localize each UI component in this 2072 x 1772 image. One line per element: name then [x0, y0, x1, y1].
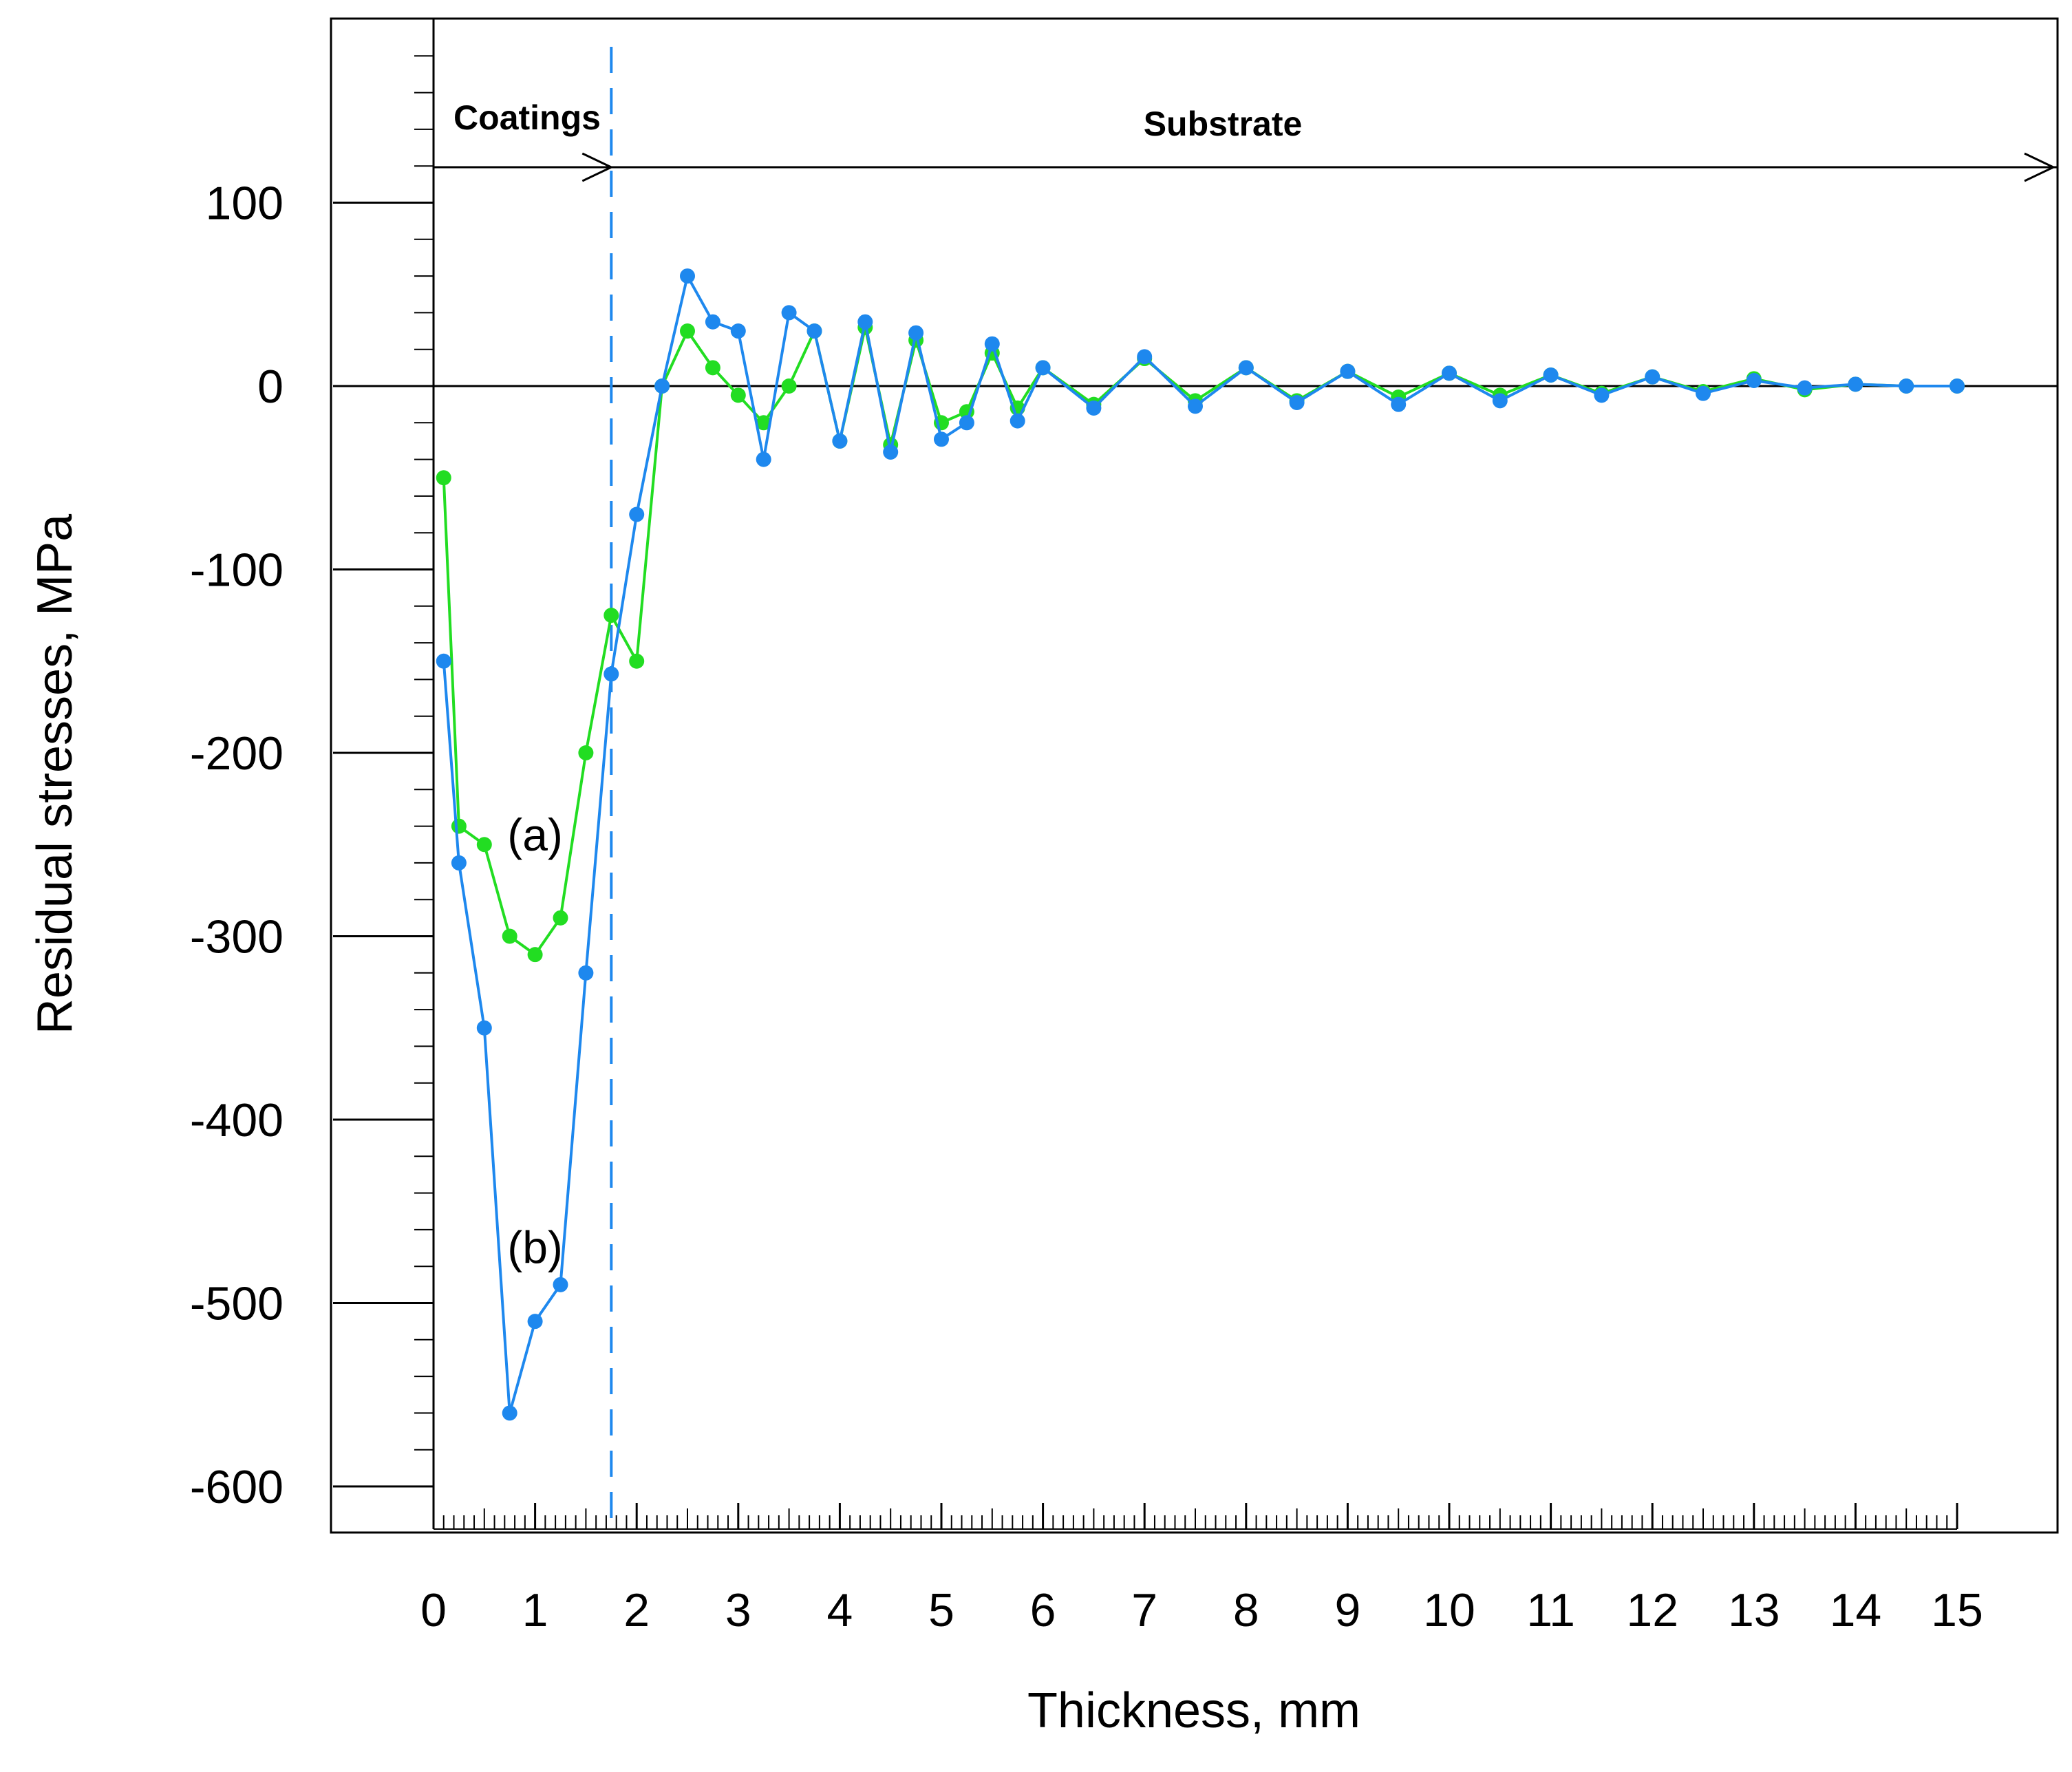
data-point-b	[1010, 413, 1025, 429]
y-axis-title: Residual stresses, MPa	[28, 513, 83, 1034]
data-point-b	[1645, 369, 1660, 385]
x-tick-label: 4	[826, 1584, 853, 1636]
data-point-b	[781, 305, 797, 321]
x-tick-label: 6	[1030, 1584, 1056, 1636]
data-point-b	[654, 378, 670, 394]
y-tick-label: -300	[190, 911, 284, 963]
data-point-b	[629, 506, 645, 522]
y-tick-label: -600	[190, 1461, 284, 1513]
x-tick-label: 13	[1728, 1584, 1780, 1636]
data-point-a	[553, 910, 568, 926]
data-point-b	[436, 653, 451, 669]
data-point-b	[1289, 394, 1305, 410]
data-point-b	[451, 855, 467, 871]
data-point-b	[1442, 365, 1457, 381]
x-minor-ticks	[432, 1503, 1958, 1530]
data-point-a	[680, 323, 695, 339]
data-point-b	[1086, 400, 1102, 416]
x-tick-label: 14	[1830, 1584, 1882, 1636]
data-point-a	[781, 378, 797, 394]
region-label-substrate: Substrate	[1144, 105, 1303, 143]
x-tick-label: 12	[1626, 1584, 1678, 1636]
x-tick-label: 11	[1526, 1584, 1575, 1636]
plot-frame	[330, 17, 2059, 1534]
data-point-a	[436, 470, 451, 486]
data-point-b	[883, 444, 899, 460]
region-label-coatings: Coatings	[453, 98, 601, 137]
data-point-b	[1899, 378, 1914, 394]
x-tick-label: 15	[1931, 1584, 1983, 1636]
data-point-b	[578, 965, 594, 981]
x-tick-label: 0	[420, 1584, 447, 1636]
data-point-a	[502, 928, 517, 944]
data-point-b	[680, 268, 695, 284]
data-point-b	[908, 325, 924, 341]
data-point-b	[1238, 360, 1254, 376]
data-point-b	[1492, 393, 1508, 409]
data-point-b	[1746, 373, 1762, 389]
x-tick-label: 10	[1423, 1584, 1475, 1636]
data-point-b	[705, 314, 720, 330]
coatings-arrowhead	[581, 152, 614, 182]
y-tick-label: 100	[206, 178, 284, 230]
region-arrows	[434, 152, 2058, 182]
data-point-b	[1188, 398, 1203, 414]
data-point-b	[476, 1020, 492, 1036]
data-point-b	[1543, 367, 1559, 383]
data-point-b	[1950, 378, 1965, 394]
data-point-b	[502, 1405, 517, 1421]
data-point-b	[756, 451, 771, 467]
data-point-a	[578, 745, 594, 760]
series-layer	[436, 268, 1965, 1421]
x-tick-label: 3	[725, 1584, 751, 1636]
y-tick-label: -400	[190, 1094, 284, 1146]
x-tick-labels: 0 1 2 3 4 5 6 7 8 9 10 11 12 13 14 15	[420, 1584, 1983, 1636]
y-tick-label: 0	[257, 361, 284, 413]
y-tick-label: -100	[190, 544, 284, 597]
data-point-b	[807, 323, 822, 339]
data-point-a	[604, 608, 619, 623]
data-point-b	[527, 1314, 543, 1330]
data-point-b	[1594, 387, 1610, 403]
data-point-b	[1848, 376, 1863, 392]
series-label-a: (a)	[507, 809, 563, 860]
data-point-b	[1797, 380, 1813, 396]
data-point-b	[1035, 360, 1051, 376]
y-tick-label: -500	[190, 1278, 284, 1330]
data-point-b	[1391, 396, 1407, 412]
data-point-b	[1137, 349, 1153, 365]
x-tick-label: 1	[522, 1584, 548, 1636]
data-point-a	[756, 415, 771, 431]
data-point-a	[476, 837, 492, 853]
data-point-b	[553, 1277, 568, 1292]
x-tick-label: 7	[1131, 1584, 1157, 1636]
data-point-a	[527, 947, 543, 963]
substrate-arrowhead	[2024, 152, 2056, 182]
data-point-b	[832, 433, 848, 449]
data-point-b	[730, 323, 746, 339]
y-tick-labels: -600 -500 -400 -300 -200 -100 0 100	[190, 178, 284, 1514]
data-point-b	[857, 314, 873, 330]
data-point-a	[451, 818, 467, 834]
x-tick-label: 8	[1233, 1584, 1259, 1636]
data-point-b	[1340, 363, 1356, 379]
data-point-a	[730, 387, 746, 403]
x-tick-label: 9	[1334, 1584, 1360, 1636]
data-point-a	[705, 360, 720, 376]
series-label-b: (b)	[507, 1222, 563, 1273]
data-point-b	[1696, 385, 1711, 401]
x-axis-title: Thickness, mm	[1027, 1683, 1360, 1738]
data-point-b	[604, 666, 619, 682]
x-tick-label: 2	[623, 1584, 650, 1636]
data-point-b	[959, 415, 974, 431]
data-point-b	[984, 336, 1000, 352]
x-tick-label: 5	[928, 1584, 954, 1636]
data-point-a	[629, 653, 645, 669]
data-point-b	[934, 431, 949, 447]
y-tick-label: -200	[190, 727, 284, 780]
y-axis-ticks	[333, 55, 434, 1488]
